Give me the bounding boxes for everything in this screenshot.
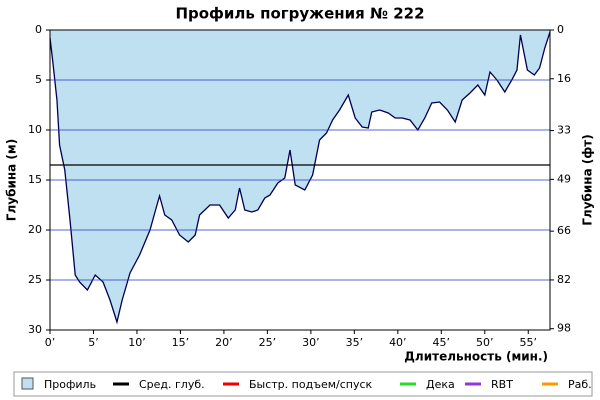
profile-line [49, 31, 551, 325]
legend-label: Быстр. подъем/спуск [249, 378, 373, 391]
y-tick-label: 0 [35, 23, 42, 36]
y-tick-label: 20 [28, 223, 42, 236]
y-axis-label: Глубина (м) [5, 139, 19, 221]
x-tick-label: 25’ [259, 336, 277, 349]
legend-swatch [21, 377, 34, 390]
y2-tick-label: 98 [557, 322, 571, 335]
x-tick-label: 15’ [172, 336, 190, 349]
profile-area [50, 30, 550, 322]
y2-tick-label: 49 [557, 172, 571, 185]
x-tick-label: 30’ [302, 336, 320, 349]
x-tick-label: 50’ [476, 336, 494, 349]
x-tick-label: 35’ [346, 336, 364, 349]
legend-label: RBT [491, 378, 513, 391]
y-tick-label: 15 [28, 173, 42, 186]
y2-tick-label: 16 [557, 72, 571, 85]
y2-tick-label: 0 [557, 23, 564, 36]
y-tick-label: 5 [35, 73, 42, 86]
y-tick-label: 25 [28, 273, 42, 286]
y2-axis-label: Глубина (фт) [581, 134, 595, 225]
y-tick-label: 30 [28, 323, 42, 336]
legend-label: Раб. [568, 378, 592, 391]
x-tick-label: 40’ [389, 336, 407, 349]
y2-tick-label: 66 [557, 224, 571, 237]
legend-label: Профиль [44, 378, 96, 391]
x-tick-label: 0’ [45, 336, 56, 349]
x-tick-label: 45’ [433, 336, 451, 349]
y-tick-label: 10 [28, 123, 42, 136]
plot-frame [49, 29, 551, 331]
y2-tick-label: 82 [557, 273, 571, 286]
legend-box [13, 371, 593, 397]
chart-title: Профиль погружения № 222 [175, 5, 424, 23]
y2-tick-label: 33 [557, 124, 571, 137]
x-tick-label: 20’ [215, 336, 233, 349]
x-tick-label: 10’ [128, 336, 146, 349]
x-tick-label: 55’ [520, 336, 538, 349]
x-tick-label: 5’ [88, 336, 99, 349]
x-axis-label: Длительность (мин.) [404, 350, 548, 364]
legend-label: Дека [426, 378, 455, 391]
legend-label: Сред. глуб. [139, 378, 205, 391]
